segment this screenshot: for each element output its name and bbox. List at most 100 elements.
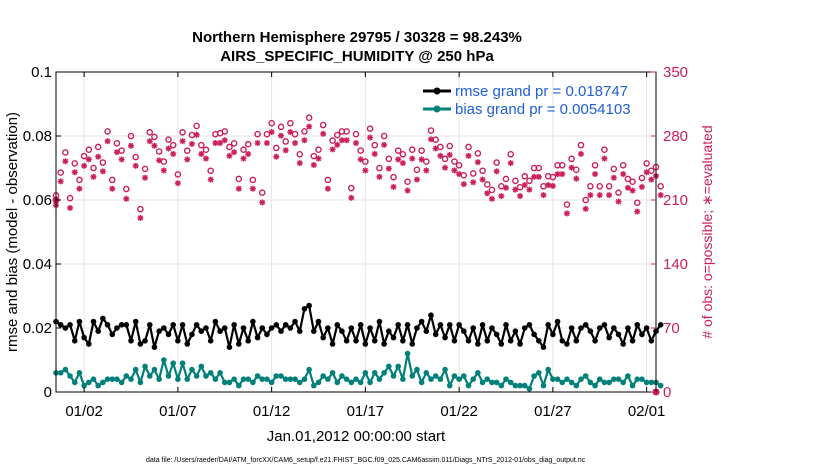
obs-possible-point: [371, 141, 379, 149]
y-axis-label: rmse and bias (model - observation): [4, 112, 21, 352]
obs-evaluated-point: [549, 182, 556, 189]
rmse-point: [296, 328, 303, 335]
obs-evaluated-point: [432, 145, 439, 152]
bias-point: [409, 373, 416, 379]
obs-evaluated-point: [235, 185, 242, 192]
bias-point: [320, 373, 326, 379]
obs-evaluated-point: [357, 156, 364, 163]
obs-possible-point: [493, 159, 500, 166]
obs-possible-point: [479, 167, 486, 175]
bias-point: [226, 379, 233, 386]
bias-point: [245, 376, 251, 383]
bias-point: [250, 379, 256, 386]
rmse-point: [390, 334, 397, 341]
y-axis-right-label: # of obs: o=possible; ∗=evaluated: [699, 125, 715, 338]
bias-point: [568, 379, 575, 386]
rmse-point: [76, 318, 83, 325]
obs-possible-point: [123, 185, 130, 193]
obs-possible-point: [629, 178, 636, 186]
rmse-point: [151, 344, 158, 351]
bias-point: [634, 376, 641, 383]
rmse-point: [339, 328, 345, 335]
bias-point: [343, 376, 350, 383]
obs-evaluated-point: [329, 146, 336, 153]
rmse-point: [170, 322, 176, 328]
obs-possible-point: [521, 172, 529, 180]
rmse-point: [643, 325, 650, 331]
obs-evaluated-point: [381, 141, 388, 148]
rmse-point: [507, 338, 514, 344]
obs-possible-point: [399, 150, 407, 158]
y-axis-right: 0 70 140 210 280 350: [651, 64, 688, 401]
obs-evaluated-point: [249, 185, 256, 192]
rmse-point: [409, 341, 416, 347]
bias-point: [264, 376, 270, 383]
obs-possible-point: [385, 155, 393, 163]
rmse-point: [526, 322, 533, 328]
obs-evaluated-point: [217, 140, 224, 146]
rmse-point: [301, 306, 308, 312]
rmse-point: [268, 325, 275, 331]
obs-evaluated-point: [343, 137, 350, 144]
obs-possible-point: [90, 164, 97, 172]
x-tick-label: 01/12: [253, 403, 291, 420]
bias-point: [212, 376, 219, 383]
bias-point: [456, 376, 462, 383]
rmse-point: [62, 325, 69, 331]
obs-evaluated-point: [57, 178, 64, 185]
obs-evaluated-point: [643, 169, 650, 176]
obs-possible-point: [193, 122, 200, 130]
obs-evaluated-point: [371, 150, 378, 157]
obs-possible-point: [183, 147, 191, 154]
rmse-point: [273, 322, 280, 328]
obs-evaluated-point: [451, 167, 458, 174]
x-tick-label: 01/22: [440, 403, 478, 420]
rmse-point: [325, 325, 331, 331]
obs-evaluated-point: [385, 165, 392, 172]
obs-possible-point: [502, 175, 510, 183]
bias-point: [118, 379, 125, 386]
bias-point: [531, 373, 537, 379]
obs-possible-point: [558, 161, 566, 169]
obs-possible-point: [282, 138, 289, 145]
obs-evaluated-point: [306, 123, 313, 130]
obs-possible-point: [324, 176, 332, 184]
rmse-point: [250, 318, 256, 325]
obs-evaluated-point: [545, 182, 552, 189]
bias-point: [550, 376, 556, 383]
bias-point: [109, 376, 116, 383]
obs-possible-point: [66, 194, 74, 202]
obs-possible-point: [57, 169, 64, 176]
obs-evaluated-point: [99, 168, 106, 175]
bias-point: [128, 376, 134, 383]
rmse-point: [217, 328, 223, 335]
rmse-point: [128, 338, 134, 344]
bias-point: [282, 376, 289, 383]
bias-line: [56, 352, 662, 390]
rmse-point: [536, 338, 542, 344]
rmse-point: [259, 325, 266, 331]
rmse-point: [578, 325, 584, 331]
obs-evaluated-point: [179, 138, 186, 145]
bias-point: [114, 376, 120, 383]
obs-evaluated-point: [568, 164, 575, 171]
bias-point: [493, 379, 500, 386]
rmse-point: [517, 341, 523, 347]
obs-evaluated-point: [71, 169, 78, 176]
obs-possible-point: [638, 174, 646, 182]
obs-possible-point: [348, 184, 355, 192]
obs-possible-point: [427, 127, 435, 134]
bias-point: [156, 376, 162, 383]
obs-evaluated-point: [203, 155, 209, 162]
rmse-point: [329, 341, 336, 347]
obs-possible-point: [474, 150, 482, 157]
rmse-point: [71, 338, 78, 344]
rmse-point: [320, 334, 326, 341]
obs-evaluated-point: [188, 140, 195, 147]
rmse-point: [550, 331, 556, 338]
rmse-point: [175, 338, 181, 344]
bias-point: [418, 379, 425, 386]
bias-point: [170, 360, 176, 367]
rmse-point: [207, 338, 214, 344]
y-tick-label: 0: [44, 384, 52, 401]
